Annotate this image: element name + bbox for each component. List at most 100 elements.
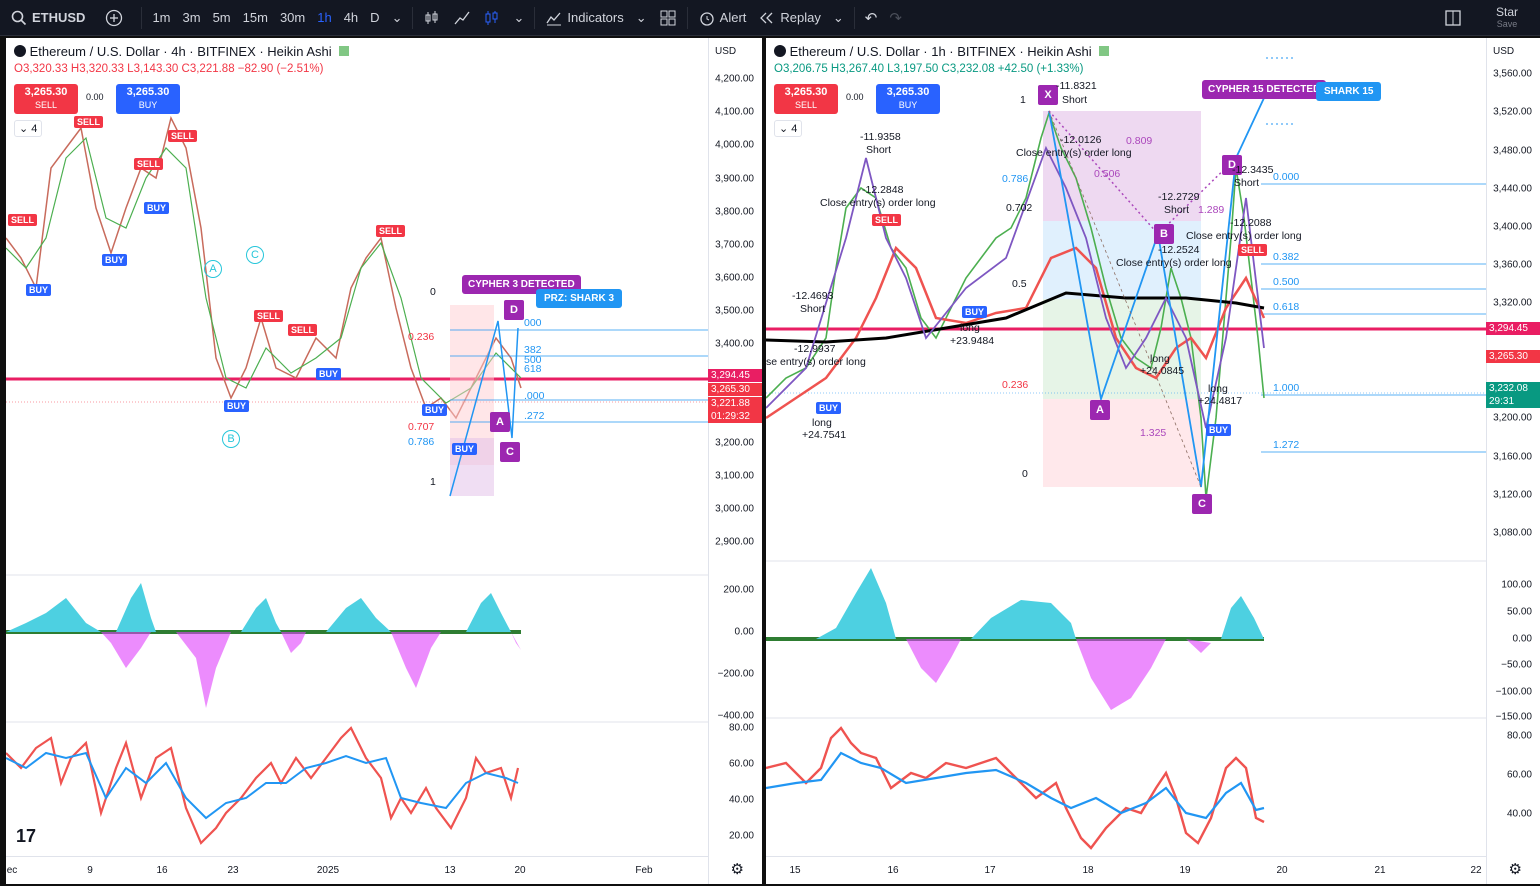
indicators-count[interactable]: ⌄ 4: [774, 120, 803, 137]
buy-price: 3,265.30: [886, 86, 930, 98]
layout-button[interactable]: [1438, 0, 1490, 36]
chart-type-line[interactable]: [447, 0, 477, 36]
ethereum-logo-icon: [14, 45, 26, 57]
y-tick: 3,320.00: [1493, 297, 1532, 309]
rewind-icon: [760, 12, 773, 23]
indicators-count[interactable]: ⌄ 4: [14, 120, 43, 137]
replay-dropdown[interactable]: ⌄: [827, 0, 850, 36]
osc-tick: 50.00: [1506, 606, 1532, 618]
osc-tick: 100.00: [1501, 579, 1532, 591]
symbol-label: ETHUSD: [32, 10, 86, 25]
interval-30m[interactable]: 30m: [279, 10, 306, 25]
settings-gear-icon[interactable]: ⚙: [730, 861, 744, 878]
price-axis-1h[interactable]: USD 3,560.00 3,520.00 3,480.00 3,440.00 …: [1486, 38, 1540, 884]
y-tick: 3,800.00: [715, 206, 754, 218]
chart-canvas-4h[interactable]: [6, 38, 708, 856]
replay-label: Replay: [780, 10, 821, 25]
price-label-last: 3,232.08: [1486, 382, 1540, 395]
prz-label: 500: [524, 354, 542, 366]
price-axis-4h[interactable]: USD 4,200.00 4,100.00 4,000.00 3,900.00 …: [708, 38, 762, 884]
chart-type-dropdown[interactable]: ⌄: [507, 0, 530, 36]
indicators-dropdown[interactable]: ⌄: [630, 0, 653, 36]
rsi-tick: 80.00: [728, 722, 754, 734]
ethereum-logo-icon: [774, 45, 786, 57]
interval-1m[interactable]: 1m: [152, 10, 171, 25]
osc-tick: −400.00: [717, 710, 754, 722]
price-label-last: 3,221.88: [708, 397, 762, 410]
settings-gear-icon[interactable]: ⚙: [1508, 861, 1522, 878]
time-axis-4h[interactable]: ec 9 16 23 2025 13 20 Feb: [6, 856, 708, 884]
compare-button[interactable]: [91, 0, 137, 36]
trade-note: -12.2088: [1230, 217, 1272, 229]
chevron-down-icon: ⌄: [635, 9, 647, 25]
fib-1-label: 1: [430, 476, 436, 488]
rsi-red-series: [6, 726, 520, 845]
prz-label: 000: [524, 317, 542, 329]
interval-15m[interactable]: 15m: [242, 10, 268, 25]
sell-signal: SELL: [74, 116, 104, 128]
rsi-tick: 40.00: [1506, 808, 1532, 820]
interval-5m[interactable]: 5m: [212, 10, 231, 25]
indicators-button[interactable]: Indicators: [539, 0, 629, 36]
rsi-tick: 80.00: [1506, 730, 1532, 742]
chart-pane-4h[interactable]: Ethereum / U.S. Dollar · 4h · BITFINEX ·…: [6, 38, 762, 884]
buy-signal: BUY: [224, 400, 250, 412]
x-tick: 22: [1470, 865, 1482, 876]
plus-circle-icon: [106, 9, 123, 26]
chart-type-bars[interactable]: [417, 0, 447, 36]
chart-pane-1h[interactable]: Ethereum / U.S. Dollar · 1h · BITFINEX ·…: [766, 38, 1540, 884]
buy-button[interactable]: 3,265.30 BUY: [116, 84, 180, 114]
buy-button[interactable]: 3,265.30 BUY: [876, 84, 940, 114]
alert-button[interactable]: Alert: [692, 0, 753, 36]
buy-signal: BUY: [962, 306, 988, 318]
trade-note: +24.4817: [1198, 395, 1243, 407]
trade-note: long: [960, 322, 980, 334]
buy-signal: BUY: [144, 202, 170, 214]
prz-label: 0.382: [1273, 251, 1300, 263]
time-axis-1h[interactable]: 15 16 17 18 19 20 21 22: [766, 856, 1486, 884]
x-tick: 23: [227, 865, 239, 876]
undo-button[interactable]: ↶: [859, 0, 884, 36]
y-tick: 4,100.00: [715, 106, 754, 118]
sell-button[interactable]: 3,265.30 SELL: [774, 84, 838, 114]
replay-button[interactable]: Replay: [752, 0, 826, 36]
countdown-label: 29:31: [1486, 395, 1540, 408]
trade-note: long: [1150, 353, 1170, 365]
x-tick: 16: [156, 865, 168, 876]
sell-label: SELL: [794, 100, 818, 110]
redo-icon: ↷: [889, 9, 902, 27]
pattern-point-d: D: [504, 300, 524, 320]
x-tick: 15: [789, 865, 801, 876]
sell-button[interactable]: 3,265.30 SELL: [14, 84, 78, 114]
chart-type-candles[interactable]: [477, 0, 507, 36]
pattern-point-c: C: [500, 442, 520, 462]
interval-d[interactable]: D: [370, 10, 380, 25]
x-tick: Feb: [635, 865, 653, 876]
ma-black-series: [766, 291, 1265, 344]
chevron-down-icon: ⌄: [391, 9, 403, 25]
buy-signal: BUY: [26, 284, 52, 296]
price-label-level: 3,294.45: [1486, 322, 1540, 335]
osc-tick: 0.00: [734, 626, 754, 638]
interval-4h[interactable]: 4h: [343, 10, 359, 25]
interval-3m[interactable]: 3m: [182, 10, 201, 25]
trade-note: -12.9937: [794, 343, 836, 355]
x-tick: 13: [444, 865, 456, 876]
search-icon: [11, 10, 27, 25]
chart-canvas-1h[interactable]: [766, 38, 1486, 856]
prz-label: .272: [524, 410, 545, 422]
symbol-search[interactable]: ETHUSD: [0, 0, 91, 36]
fib-0-label: 0: [430, 286, 436, 298]
pattern-ratio-line: [1048, 110, 1237, 236]
templates-button[interactable]: [653, 0, 683, 36]
rsi-blue-series: [6, 751, 519, 820]
save-button[interactable]: Star Save: [1490, 0, 1540, 36]
redo-button[interactable]: ↷: [883, 0, 908, 36]
interval-1h[interactable]: 1h: [317, 10, 332, 25]
rsi-tick: 20.00: [728, 830, 754, 842]
y-tick: 3,080.00: [1493, 527, 1532, 539]
interval-dropdown[interactable]: ⌄: [386, 0, 409, 36]
prz-label: 382: [524, 344, 542, 356]
toolbar-separator: [412, 6, 414, 29]
y-tick: 3,160.00: [1493, 451, 1532, 463]
